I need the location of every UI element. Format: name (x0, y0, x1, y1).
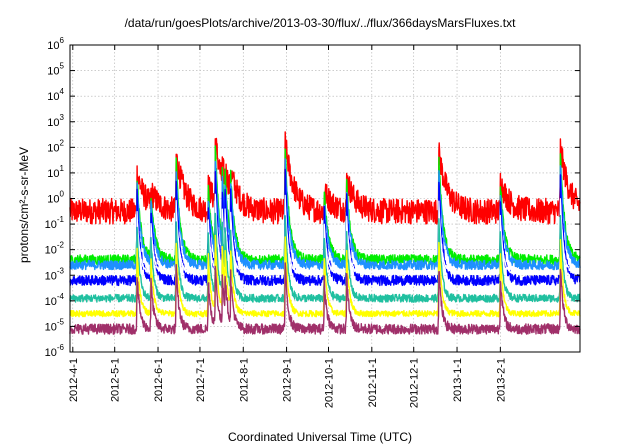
series-line (69, 212, 581, 303)
y-tick-label: 102 (47, 138, 64, 154)
y-tick-label: 10-3 (45, 266, 65, 282)
y-tick-label: 10-1 (45, 215, 65, 231)
x-tick-label: 2012-11-1 (367, 358, 379, 407)
x-axis-label: Coordinated Universal Time (UTC) (227, 430, 413, 444)
series-group (69, 131, 581, 335)
y-tick-label: 10-6 (45, 343, 65, 359)
x-tick-label: 2012-6-1 (153, 358, 165, 402)
x-tick-label: 2013-1-1 (452, 358, 464, 402)
x-tick-label: 2012-12-1 (409, 358, 421, 408)
y-tick-label: 101 (47, 164, 64, 180)
x-tick-label: 2012-5-1 (110, 358, 122, 402)
series-line (69, 168, 581, 287)
series-line (69, 234, 581, 318)
y-tick-label: 10-5 (45, 317, 65, 333)
y-tick-label: 106 (47, 36, 64, 52)
x-tick-label: 2012-4-1 (68, 358, 80, 402)
x-tick-label: 2012-9-1 (282, 358, 294, 402)
x-tick-label: 2012-10-1 (323, 358, 335, 408)
x-tick-label: 2012-8-1 (238, 358, 250, 402)
x-tick-label: 2012-7-1 (195, 358, 207, 402)
y-tick-label: 10-2 (45, 241, 65, 257)
chart-title: /data/run/goesPlots/archive/2013-03-30/f… (124, 16, 516, 30)
x-tick-label: 2013-2-1 (495, 358, 507, 402)
series-line (69, 262, 581, 335)
y-tick-label: 104 (47, 87, 64, 103)
series-line (69, 193, 581, 276)
y-tick-label: 10-4 (45, 292, 65, 308)
y-tick-label: 100 (47, 190, 64, 206)
y-tick-label: 103 (47, 113, 64, 129)
y-tick-label: 105 (47, 62, 64, 78)
